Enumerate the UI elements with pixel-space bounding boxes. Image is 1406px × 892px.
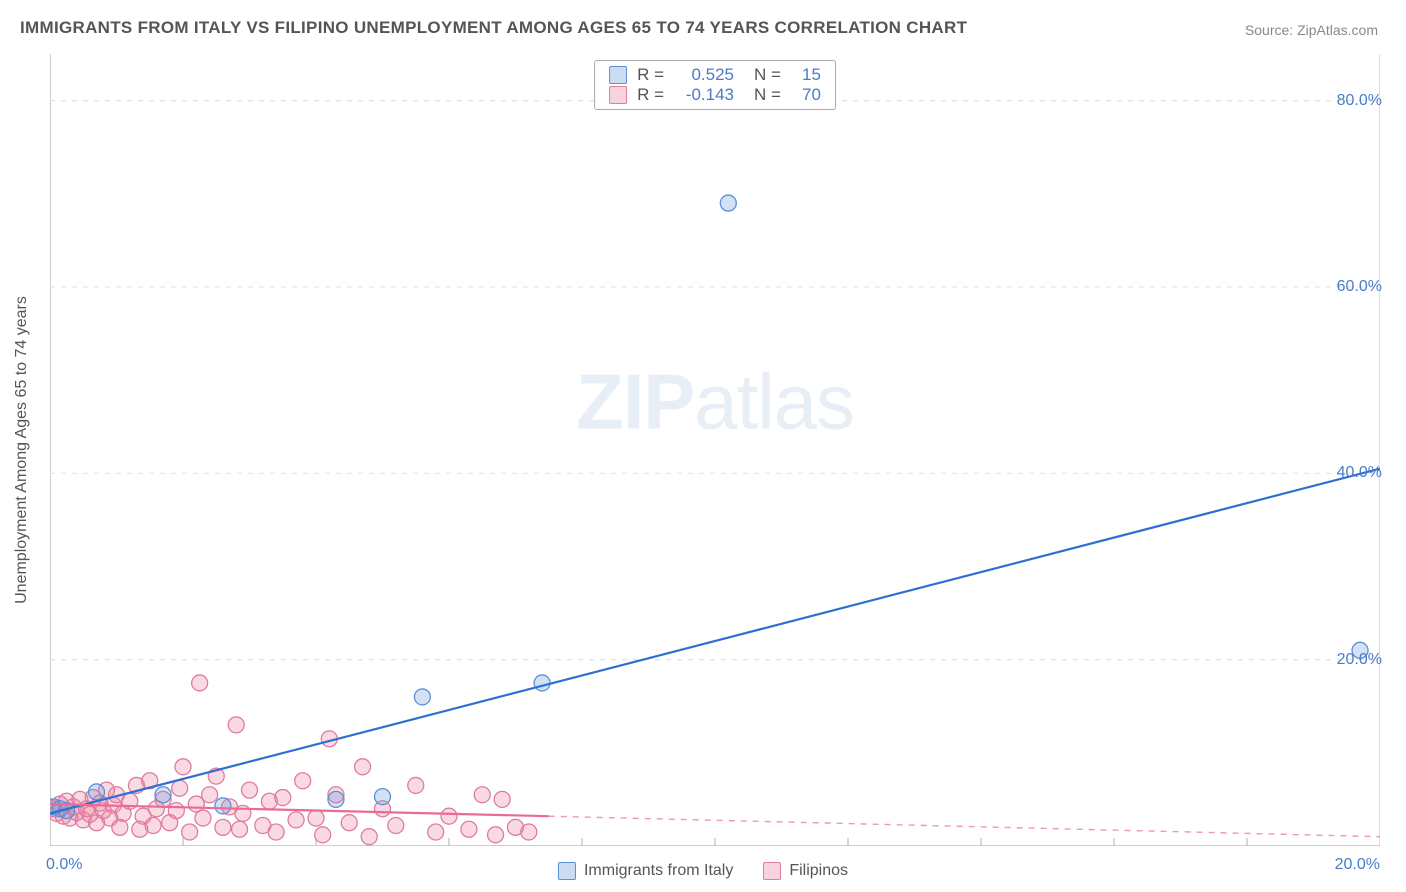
legend-item-filipinos: Filipinos [763,862,848,880]
n-value-pink: 70 [791,85,821,105]
legend-swatch-pink-icon [763,862,781,880]
correlation-legend-row-pink: R = -0.143 N = 70 [609,85,821,105]
y-tick-label: 20.0% [1337,651,1382,669]
chart-title: IMMIGRANTS FROM ITALY VS FILIPINO UNEMPL… [20,18,967,38]
r-label: R = [637,65,664,85]
series-legend: Immigrants from Italy Filipinos [558,862,848,880]
r-value-blue: 0.525 [674,65,734,85]
legend-label-italy: Immigrants from Italy [584,862,733,880]
y-axis-label: Unemployment Among Ages 65 to 74 years [13,296,31,604]
chart-area: Unemployment Among Ages 65 to 74 years Z… [50,54,1380,846]
legend-swatch-blue-icon [558,862,576,880]
n-label: N = [754,85,781,105]
y-tick-label: 60.0% [1337,278,1382,296]
legend-label-filipinos: Filipinos [789,862,848,880]
x-tick-label-max: 20.0% [1335,856,1380,874]
legend-swatch-pink-icon [609,86,627,104]
x-tick-label-min: 0.0% [46,856,82,874]
scatter-plot [50,54,1380,846]
r-value-pink: -0.143 [674,85,734,105]
r-label: R = [637,85,664,105]
n-label: N = [754,65,781,85]
legend-item-italy: Immigrants from Italy [558,862,733,880]
source-prefix: Source: [1245,22,1297,38]
y-tick-label: 40.0% [1337,464,1382,482]
y-tick-label: 80.0% [1337,92,1382,110]
correlation-legend-row-blue: R = 0.525 N = 15 [609,65,821,85]
legend-swatch-blue-icon [609,66,627,84]
source-attribution: Source: ZipAtlas.com [1245,22,1378,38]
source-name: ZipAtlas.com [1297,22,1378,38]
correlation-legend: R = 0.525 N = 15 R = -0.143 N = 70 [594,60,836,110]
n-value-blue: 15 [791,65,821,85]
